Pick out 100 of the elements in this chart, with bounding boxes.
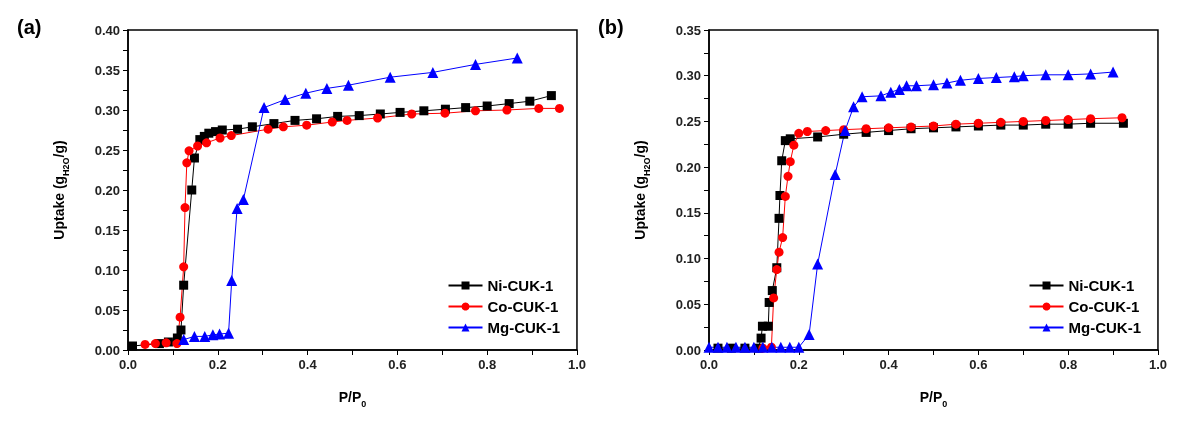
y-tick-label: 0.40 (94, 22, 120, 38)
x-tick-label: 0.8 (478, 357, 497, 372)
legend-label: Ni-CUK-1 (487, 277, 554, 294)
point (789, 140, 799, 150)
point (941, 77, 953, 89)
legend-label: Co-CUK-1 (1068, 298, 1140, 315)
point (821, 126, 831, 136)
point (794, 128, 804, 138)
point (184, 146, 194, 156)
point (893, 83, 905, 95)
point (419, 106, 429, 116)
point (784, 341, 796, 353)
x-tick-label: 1.0 (567, 357, 586, 372)
point (954, 74, 966, 86)
point (812, 258, 824, 270)
point (300, 87, 312, 99)
point (774, 247, 784, 257)
point (780, 191, 790, 201)
point (231, 202, 243, 214)
y-tick-label: 0.00 (94, 342, 120, 358)
chart-title: (a) (17, 16, 42, 38)
legend-label: Co-CUK-1 (487, 298, 559, 315)
point (554, 103, 564, 113)
point (189, 153, 199, 163)
point (482, 101, 492, 111)
y-axis-title: Uptake (gH2O/g) (51, 140, 71, 240)
point (188, 330, 200, 342)
point (793, 341, 805, 353)
point (1107, 66, 1119, 78)
point (233, 124, 243, 134)
y-tick-label: 0.25 (675, 113, 701, 129)
point (783, 171, 793, 181)
point (237, 194, 249, 206)
point (534, 103, 544, 113)
x-tick-label: 0.2 (789, 357, 808, 372)
y-tick-label: 0.15 (675, 205, 701, 221)
legend-label: Mg-CUK-1 (1068, 319, 1142, 336)
point (461, 103, 471, 113)
point (777, 156, 787, 166)
point (525, 96, 535, 106)
y-tick-label: 0.00 (675, 342, 701, 358)
point (278, 122, 288, 132)
point (990, 72, 1002, 84)
point (775, 341, 787, 353)
point (1018, 116, 1028, 126)
point (140, 339, 150, 349)
point (263, 124, 273, 134)
point (182, 158, 192, 168)
x-tick-label: 0.0 (118, 357, 138, 372)
legend-label: Mg-CUK-1 (487, 319, 561, 336)
point (127, 341, 137, 351)
point (803, 328, 815, 340)
point (202, 138, 212, 148)
point (373, 113, 383, 123)
y-tick-label: 0.30 (675, 68, 701, 84)
y-tick-label: 0.10 (675, 251, 701, 267)
x-tick-label: 0.8 (1059, 357, 1078, 372)
point (756, 333, 766, 343)
point (1085, 68, 1097, 80)
chart-title: (b) (598, 16, 624, 38)
point (247, 122, 257, 132)
point (829, 168, 841, 180)
y-tick-label: 0.30 (94, 102, 120, 118)
point (901, 80, 913, 92)
point (703, 341, 715, 353)
point (258, 102, 270, 114)
point (175, 312, 185, 322)
y-tick-label: 0.25 (94, 142, 120, 158)
point (395, 107, 405, 117)
x-tick-label: 1.0 (1148, 357, 1167, 372)
point (767, 286, 777, 296)
point (407, 109, 417, 119)
point (333, 111, 343, 121)
point (217, 125, 227, 135)
point (1017, 70, 1029, 82)
y-tick-label: 0.15 (94, 222, 120, 238)
point (785, 157, 795, 167)
point (1062, 69, 1074, 81)
point (927, 79, 939, 91)
point (215, 133, 225, 143)
point (471, 106, 480, 116)
point (279, 94, 291, 106)
point (778, 233, 788, 243)
point (1086, 114, 1096, 124)
point (226, 131, 236, 141)
point (972, 72, 984, 84)
point (1117, 113, 1127, 123)
point (848, 101, 860, 113)
point (302, 120, 312, 130)
x-tick-label: 0.0 (699, 357, 719, 372)
point (180, 203, 190, 213)
point (440, 108, 450, 118)
y-tick-label: 0.05 (94, 302, 120, 318)
point (502, 105, 512, 115)
point (342, 79, 354, 91)
x-tick-label: 0.4 (879, 357, 899, 372)
point (226, 274, 238, 286)
point (856, 91, 868, 103)
point (178, 334, 190, 346)
point (470, 58, 481, 70)
